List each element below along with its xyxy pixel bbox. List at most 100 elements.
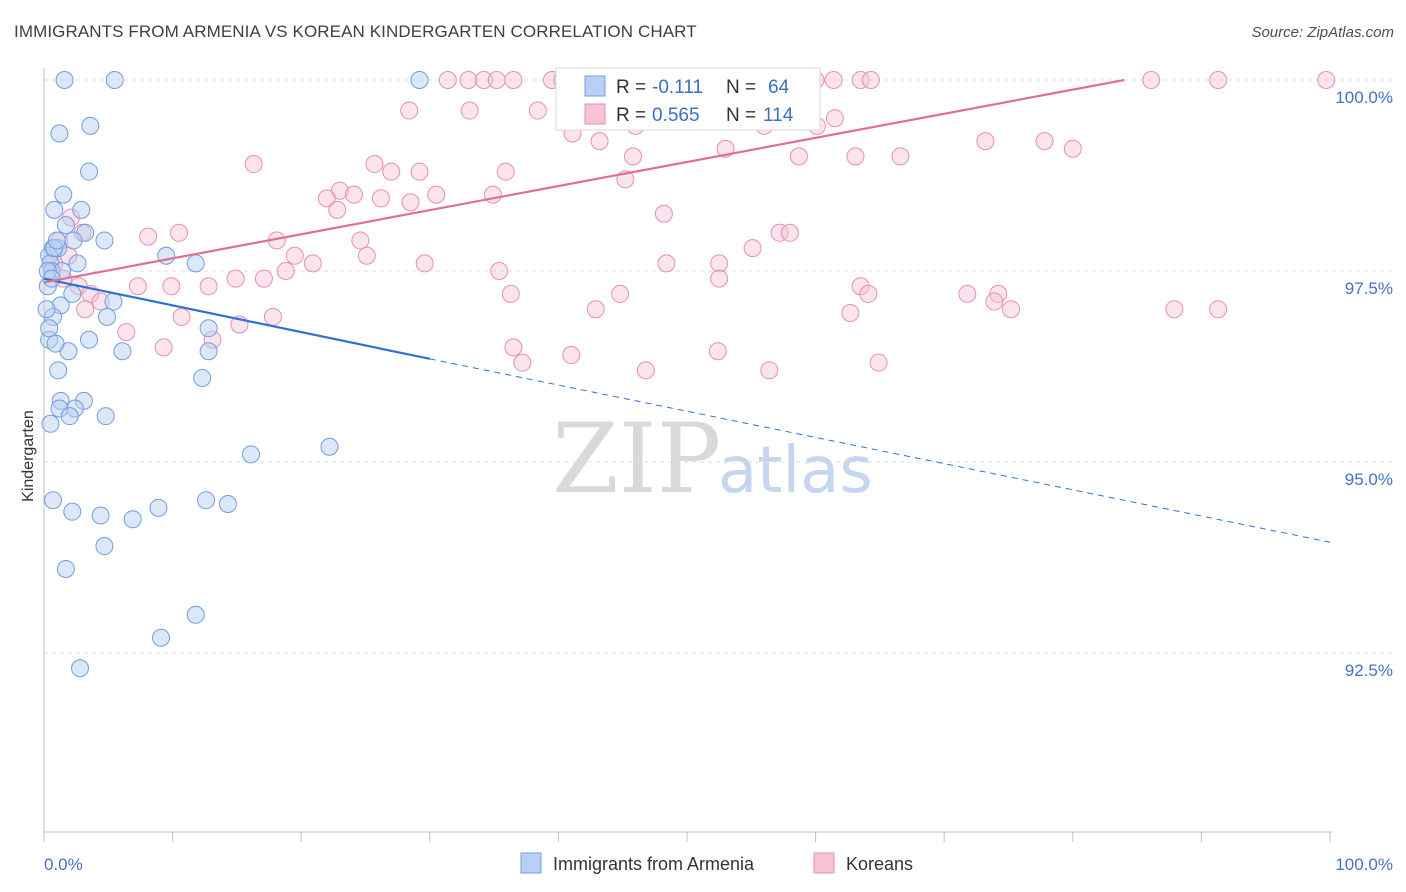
- koreans-point: [657, 254, 676, 273]
- koreans-point: [1209, 71, 1228, 89]
- koreans-point: [1317, 71, 1336, 89]
- koreans-point: [427, 185, 446, 204]
- koreans-point: [958, 284, 977, 303]
- armenia-point: [81, 116, 100, 135]
- chart-title: IMMIGRANTS FROM ARMENIA VS KOREAN KINDER…: [14, 22, 697, 41]
- koreans-point: [371, 189, 390, 208]
- armenia-point: [63, 502, 82, 521]
- koreans-point: [128, 277, 147, 296]
- axes: [43, 68, 1332, 833]
- series-legend: Immigrants from Armenia Koreans: [520, 852, 913, 874]
- koreans-point: [382, 162, 401, 181]
- armenia-point: [71, 659, 90, 678]
- armenia-point: [98, 307, 117, 326]
- koreans-point: [859, 284, 878, 303]
- koreans-point: [501, 284, 520, 303]
- koreans-point: [976, 132, 995, 151]
- koreans-point: [891, 147, 910, 166]
- armenia-r-value: -0.111: [652, 77, 703, 98]
- armenia-point: [49, 361, 68, 380]
- armenia-point: [199, 319, 218, 338]
- koreans-point: [401, 193, 420, 212]
- y-tick-label: 92.5%: [1345, 661, 1393, 680]
- armenia-point: [37, 300, 56, 319]
- watermark-zip: ZIP: [552, 403, 721, 515]
- koreans-point: [263, 307, 282, 326]
- koreans-point: [869, 353, 888, 372]
- koreans-points: [41, 71, 1336, 380]
- korean-series-label: Koreans: [846, 854, 913, 874]
- armenia-point: [113, 342, 132, 361]
- koreans-point: [708, 342, 727, 361]
- gridlines: [44, 79, 1392, 654]
- koreans-point: [1063, 139, 1082, 158]
- koreans-point: [365, 155, 384, 174]
- koreans-point: [789, 147, 808, 166]
- korean-n-value: 114: [763, 105, 794, 126]
- armenia-point: [60, 407, 79, 426]
- koreans-point: [357, 246, 376, 265]
- armenia-point: [104, 292, 123, 311]
- armenia-point: [54, 185, 73, 204]
- koreans-trend-line: [43, 78, 1125, 284]
- x-tick-label-min: 0.0%: [44, 855, 83, 874]
- koreans-point: [1165, 300, 1184, 319]
- koreans-point: [170, 223, 189, 242]
- y-tick-label: 100.0%: [1335, 88, 1393, 107]
- armenia-point: [149, 498, 168, 517]
- armenia-point: [152, 628, 171, 647]
- koreans-point: [562, 346, 581, 365]
- korean-series-swatch: [813, 852, 835, 874]
- armenia-point: [47, 231, 66, 250]
- koreans-point: [743, 239, 762, 258]
- koreans-point: [824, 71, 843, 89]
- koreans-point: [154, 338, 173, 357]
- armenia-legend-swatch: [584, 75, 606, 97]
- armenia-point: [50, 124, 69, 143]
- armenia-point: [123, 510, 142, 529]
- armenia-point: [56, 559, 75, 578]
- koreans-point: [528, 101, 547, 120]
- armenia-point: [320, 437, 339, 456]
- armenia-point: [41, 414, 60, 433]
- korean-n-label: N =: [726, 105, 756, 126]
- y-axis-label: Kindergarten: [20, 410, 37, 502]
- stats-legend: R = -0.111 N = 64 R = 0.565 N = 114: [555, 67, 821, 131]
- koreans-point: [303, 254, 322, 273]
- y-tick-labels: 92.5% 95.0% 97.5% 100.0%: [1335, 88, 1393, 680]
- korean-r-label: R =: [616, 105, 646, 126]
- armenia-series-swatch: [520, 852, 542, 874]
- armenia-point: [63, 284, 82, 303]
- x-tick-label-max: 100.0%: [1335, 855, 1393, 874]
- koreans-point: [636, 361, 655, 380]
- armenia-point: [197, 491, 216, 510]
- armenia-points: [37, 71, 429, 678]
- koreans-point: [76, 300, 95, 319]
- watermark-atlas: atlas: [718, 434, 873, 508]
- koreans-point: [254, 269, 273, 288]
- source-label: Source: ZipAtlas.com: [1251, 24, 1394, 41]
- koreans-point: [710, 269, 729, 288]
- armenia-point: [186, 254, 205, 273]
- armenia-point: [91, 506, 110, 525]
- koreans-point: [172, 307, 191, 326]
- armenia-point: [68, 254, 87, 273]
- koreans-point: [139, 227, 158, 246]
- koreans-point: [400, 101, 419, 120]
- koreans-point: [504, 71, 523, 89]
- armenia-point: [46, 334, 65, 353]
- armenia-point: [96, 407, 115, 426]
- armenia-trend-line: [43, 277, 431, 360]
- armenia-point: [199, 342, 218, 361]
- trend-lines: [43, 78, 1331, 543]
- armenia-point: [44, 491, 63, 510]
- koreans-point: [985, 292, 1004, 311]
- koreans-point: [276, 262, 295, 280]
- koreans-point: [504, 338, 523, 357]
- koreans-point: [825, 109, 844, 128]
- koreans-point: [344, 185, 363, 204]
- koreans-point: [415, 254, 434, 273]
- armenia-n-label: N =: [726, 77, 756, 98]
- koreans-point: [770, 223, 789, 242]
- armenia-point: [64, 231, 83, 250]
